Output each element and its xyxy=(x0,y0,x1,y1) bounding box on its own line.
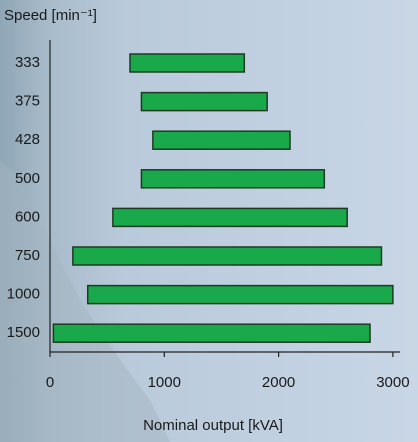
bar xyxy=(152,130,291,150)
x-tick-label: 0 xyxy=(46,374,54,391)
x-axis-label: Nominal output [kVA] xyxy=(143,417,283,434)
chart-title: Speed [min⁻¹] xyxy=(4,7,97,24)
y-tick-label: 600 xyxy=(15,208,40,225)
y-tick-label: 375 xyxy=(15,93,40,110)
bar xyxy=(129,53,246,73)
x-tick-label: 3000 xyxy=(376,374,409,391)
y-tick-label: 1000 xyxy=(7,286,40,303)
bar xyxy=(140,91,268,112)
background-hill xyxy=(0,160,170,442)
y-tick-label: 333 xyxy=(15,54,40,71)
y-tick-label: 428 xyxy=(15,131,40,148)
y-tick-label: 500 xyxy=(15,170,40,187)
y-tick-label: 1500 xyxy=(7,324,40,341)
x-tick-label: 1000 xyxy=(148,374,181,391)
y-tick-label: 750 xyxy=(15,247,40,264)
bar xyxy=(72,246,383,266)
bar xyxy=(112,207,348,228)
x-tick-label: 2000 xyxy=(262,374,295,391)
bar xyxy=(52,323,371,343)
bar xyxy=(86,284,394,305)
bar xyxy=(140,169,326,189)
